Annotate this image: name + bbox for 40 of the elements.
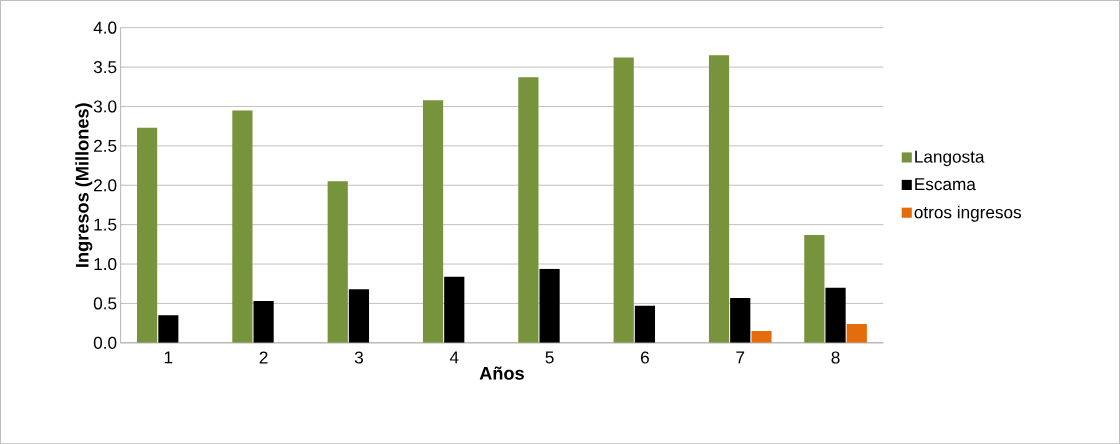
y-axis-title: Ingresos (Millones) xyxy=(75,103,93,267)
y-tick-label: 0.5 xyxy=(93,297,117,310)
bar xyxy=(518,77,539,343)
bar xyxy=(444,276,465,343)
bar xyxy=(804,234,825,343)
bar xyxy=(253,300,274,343)
legend-label: otros ingresos xyxy=(914,205,1022,222)
y-tick-label: 3.5 xyxy=(93,60,117,74)
x-tick-label: 3 xyxy=(354,351,363,364)
y-tick-label: 4.0 xyxy=(93,21,117,34)
bar xyxy=(708,55,730,343)
bar xyxy=(348,289,370,343)
y-tick-label: 2.0 xyxy=(94,179,117,192)
bar xyxy=(232,110,253,343)
bar xyxy=(634,305,656,343)
x-tick-label: 7 xyxy=(736,351,745,364)
x-tick-label: 5 xyxy=(545,351,554,364)
bar xyxy=(825,287,846,343)
x-axis-title: Años xyxy=(479,366,524,380)
bar xyxy=(136,127,158,343)
bar xyxy=(422,100,444,343)
bar xyxy=(158,315,179,343)
y-tick-label: 1.0 xyxy=(94,257,117,271)
bar xyxy=(730,297,751,343)
x-tick-label: 2 xyxy=(259,351,268,364)
y-tick-label: 3.0 xyxy=(93,100,117,113)
legend-label: Langosta xyxy=(915,150,985,167)
bar xyxy=(751,330,772,343)
x-tick-label: 6 xyxy=(641,351,649,364)
bar xyxy=(613,57,634,343)
bar xyxy=(327,181,348,343)
x-tick-label: 8 xyxy=(831,351,840,364)
legend-label: Escama xyxy=(915,178,976,191)
y-tick-label: 1.5 xyxy=(94,218,117,231)
x-tick-label: 1 xyxy=(164,351,173,364)
x-tick-label: 4 xyxy=(449,351,459,364)
bar xyxy=(846,323,867,343)
y-tick-label: 2.5 xyxy=(94,139,117,152)
bar xyxy=(539,268,560,343)
y-tick-label: 0.0 xyxy=(93,336,117,349)
